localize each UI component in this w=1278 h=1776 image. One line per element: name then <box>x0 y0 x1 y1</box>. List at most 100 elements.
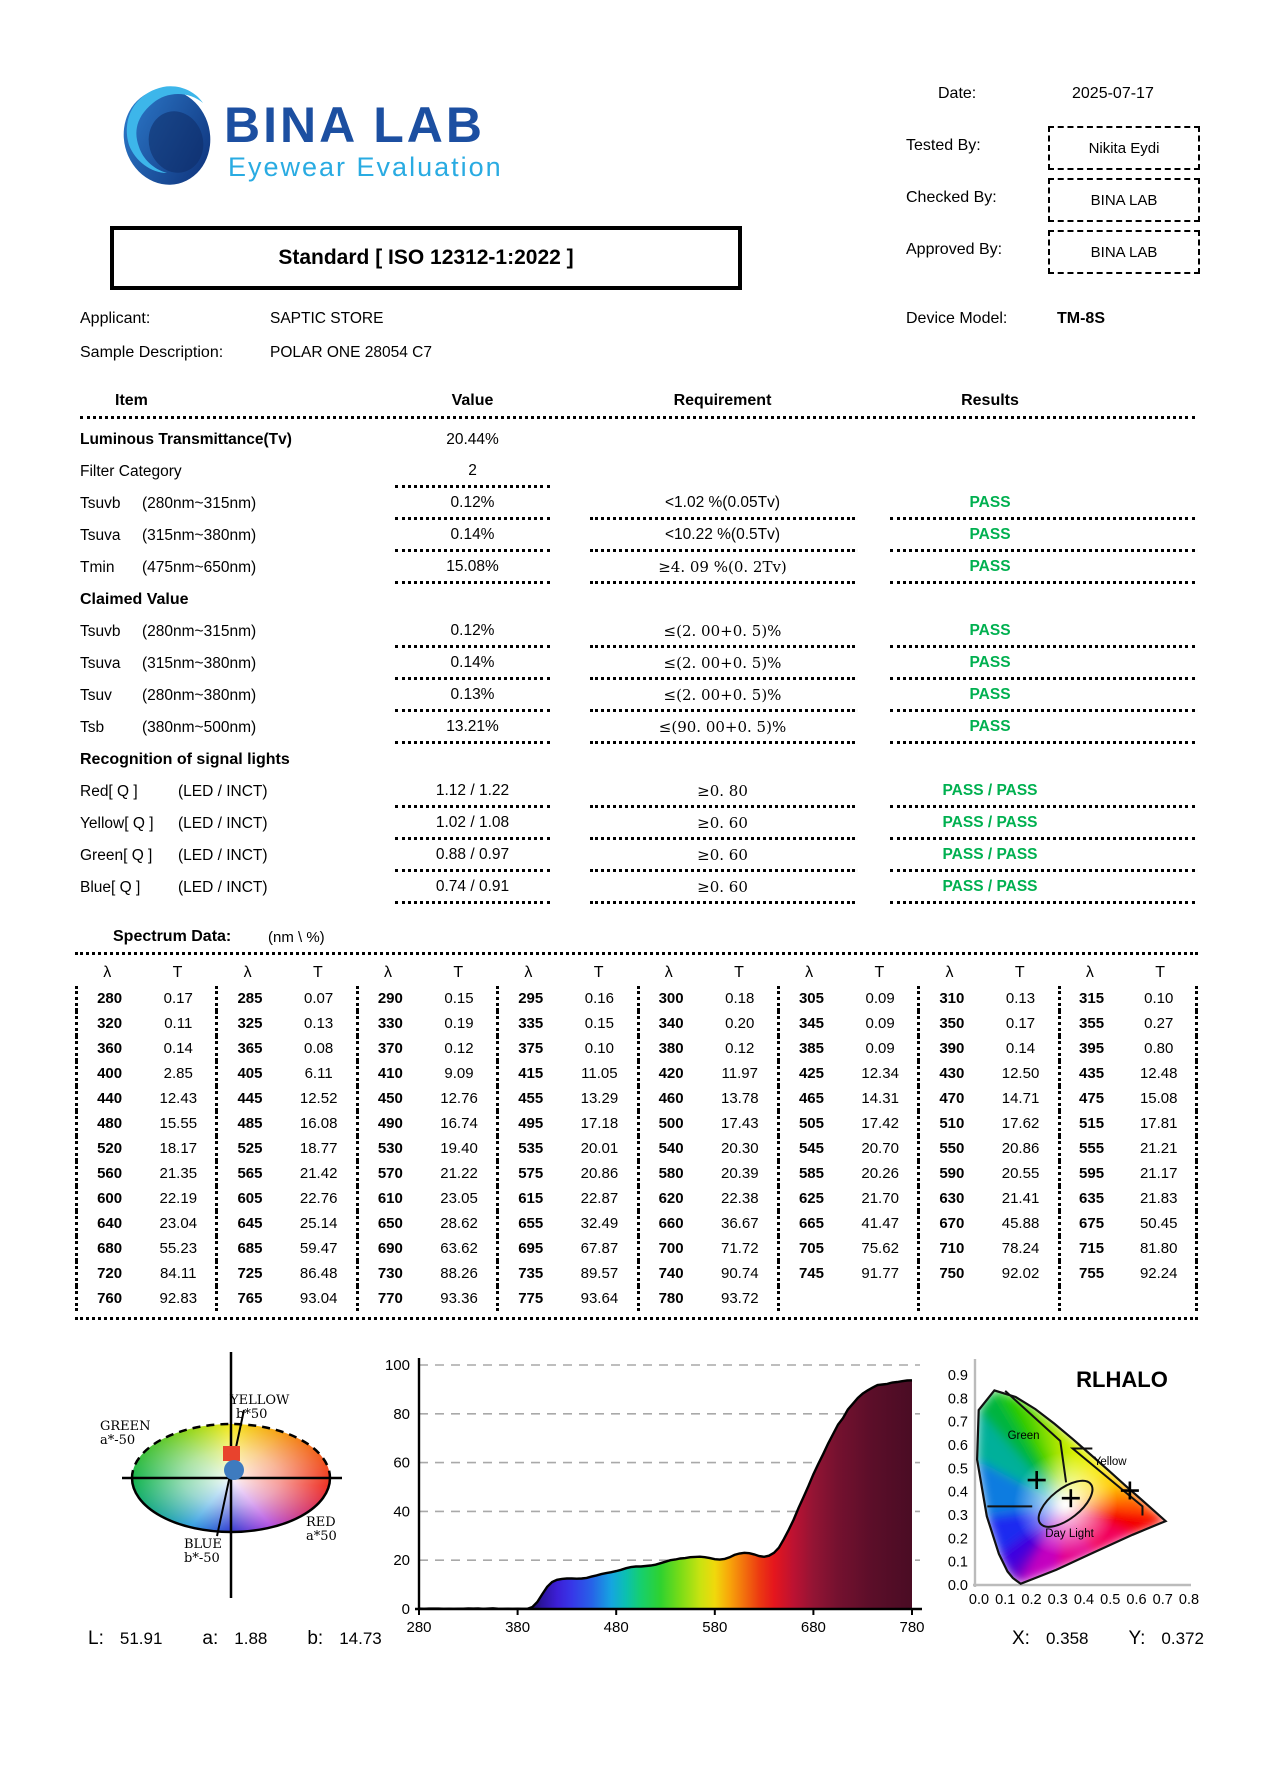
y-axis-tick: 0 <box>402 1601 410 1618</box>
spectrum-pair: 350 0.17 <box>917 1011 1057 1036</box>
spectrum-pair: 600 22.19 <box>75 1186 215 1211</box>
spectrum-pair: 290 0.15 <box>355 986 496 1011</box>
spectrum-pair: 405 6.11 <box>215 1061 355 1086</box>
requirement-cell: <10.22 %(0.5Tv) <box>590 520 855 552</box>
spectrum-pair: 550 20.86 <box>917 1136 1057 1161</box>
spectrum-pair: 525 18.77 <box>215 1136 355 1161</box>
cie-x-tick: 0.0 <box>969 1592 989 1608</box>
spectrum-pair: 605 22.76 <box>215 1186 355 1211</box>
spectrum-pair: 535 20.01 <box>496 1136 636 1161</box>
spectrum-pair: 475 15.08 <box>1057 1086 1198 1111</box>
date-label: Date: <box>938 85 977 102</box>
spectrum-data-units: (nm \ %) <box>268 929 325 946</box>
spectrum-pair: 530 19.40 <box>355 1136 496 1161</box>
table-row: Tsuva (315nm~380nm) 0.14% <10.22 %(0.5Tv) PA… <box>80 520 1195 552</box>
value-cell: 0.14% <box>395 648 550 680</box>
spectrum-pair: 375 0.10 <box>496 1036 636 1061</box>
spectrum-pair: 425 12.34 <box>776 1061 917 1086</box>
y-axis-tick: 100 <box>385 1357 410 1374</box>
x-label: X: <box>1012 1628 1030 1649</box>
spectrum-pair: 700 71.72 <box>636 1236 777 1261</box>
x-axis-tick: 680 <box>801 1619 826 1636</box>
cielab-axes-overlay <box>122 1352 342 1598</box>
cie-x-tick: 0.5 <box>1100 1592 1120 1608</box>
item-cell: Tsuva (315nm~380nm) <box>80 527 257 544</box>
spectrum-pair: 415 11.05 <box>496 1061 636 1086</box>
spectrum-pair: 445 12.52 <box>215 1086 355 1111</box>
table-row: Tsuvb (280nm~315nm) 0.12% <1.02 %(0.05Tv) PA… <box>80 488 1195 520</box>
item-cell: Tmin (475nm~650nm) <box>80 559 257 576</box>
result-cell: PASS <box>890 712 1195 744</box>
spectrum-pair: 635 21.83 <box>1057 1186 1198 1211</box>
table-row: Tmin (475nm~650nm) 15.08% ≥4. 09 %(0. 2Tv) P… <box>80 552 1195 584</box>
table-row: Tsuvb (280nm~315nm) 0.12% ≤(2. 00+0. 5)% PAS… <box>80 616 1195 648</box>
spectrum-data-row: 520 18.17 525 18.77 530 19.40 535 20.01 540 20.30… <box>75 1136 1198 1161</box>
spectrum-data-row: 640 23.04 645 25.14 650 28.62 655 32.49 660 36.67… <box>75 1211 1198 1236</box>
table-row: Tsuva (315nm~380nm) 0.14% ≤(2. 00+0. 5)% PAS… <box>80 648 1195 680</box>
spectrum-pair: 365 0.08 <box>215 1036 355 1061</box>
green-axis-label: GREEN a*-50 <box>100 1419 151 1448</box>
spectrum-table: λ T λ T λ T λ T λ T λ T λ T λ T 280 0.17 285 0.07 290 0.15 295… <box>75 952 1198 1320</box>
cie-y-tick: 0.7 <box>948 1415 968 1431</box>
spectrum-pair: 335 0.15 <box>496 1011 636 1036</box>
tested-by-box: Nikita Eydi <box>1048 126 1200 170</box>
requirement-cell: <1.02 %(0.05Tv) <box>590 488 855 520</box>
spectrum-pair: 545 20.70 <box>776 1136 917 1161</box>
L-value: 51.91 <box>119 1629 163 1648</box>
spectrum-data-row: 440 12.43 445 12.52 450 12.76 455 13.29 460 13.78… <box>75 1086 1198 1111</box>
table-row: Green[ Q ] (LED / INCT) 0.88 / 0.97 ≥0. 60 P… <box>80 840 1195 872</box>
value-cell: 13.21% <box>395 712 550 744</box>
spectrum-pair: 315 0.10 <box>1057 986 1198 1011</box>
binalab-logo-icon <box>118 82 214 188</box>
requirement-cell: ≥0. 60 <box>590 872 855 904</box>
col-header-requirement: Requirement <box>673 392 772 409</box>
spectrum-pair: 515 17.81 <box>1057 1111 1198 1136</box>
spectrum-pair: 500 17.43 <box>636 1111 777 1136</box>
green-region-label: Green <box>1008 1430 1040 1442</box>
spectrum-pair: 750 92.02 <box>917 1261 1057 1286</box>
b-value: 14.73 <box>339 1629 382 1648</box>
spectrum-pair: 615 22.87 <box>496 1186 636 1211</box>
item-cell: Tsuva (315nm~380nm) <box>80 655 257 672</box>
spectrum-pair: 305 0.09 <box>776 986 917 1011</box>
result-cell: PASS <box>890 488 1195 520</box>
y-value: 0.372 <box>1161 1629 1204 1648</box>
value-cell: 0.13% <box>395 680 550 712</box>
a-value: 1.88 <box>234 1629 268 1648</box>
header-divider <box>80 416 1195 419</box>
logo-title: BINA LAB <box>224 97 486 153</box>
table-row: Yellow[ Q ] (LED / INCT) 1.02 / 1.08 ≥0. 60… <box>80 808 1195 840</box>
y-label: Y: <box>1128 1628 1146 1649</box>
spectrum-data-row: 680 55.23 685 59.47 690 63.62 695 67.87 700 71.72… <box>75 1236 1198 1261</box>
table-row: Tsb (380nm~500nm) 13.21% ≤(90. 00+0. 5)% PAS… <box>80 712 1195 744</box>
cie-title: RLHALO <box>1076 1367 1168 1392</box>
spectrum-pair: 770 93.36 <box>355 1286 496 1311</box>
col-header-results: Results <box>961 392 1019 409</box>
value-cell: 0.12% <box>395 488 550 520</box>
spectrum-pair: 660 36.67 <box>636 1211 777 1236</box>
x-axis-tick: 280 <box>406 1619 431 1636</box>
red-axis-label: RED a*50 <box>306 1515 337 1544</box>
spectrum-pair <box>1057 1286 1198 1311</box>
cie-y-tick: 0.3 <box>948 1508 968 1524</box>
spectrum-data-row: 400 2.85 405 6.11 410 9.09 415 11.05 420 11.97 425… <box>75 1061 1198 1086</box>
item-cell: Blue[ Q ] (LED / INCT) <box>80 879 268 896</box>
table-row: Red[ Q ] (LED / INCT) 1.12 / 1.22 ≥0. 80 PAS… <box>80 776 1195 808</box>
spectrum-pair: 625 21.70 <box>776 1186 917 1211</box>
y-axis-tick: 80 <box>393 1406 410 1423</box>
cie-y-tick: 0.6 <box>948 1438 968 1454</box>
spectrum-pair: 440 12.43 <box>75 1086 215 1111</box>
spectrum-pair: 555 21.21 <box>1057 1136 1198 1161</box>
spectrum-pair: 630 21.41 <box>917 1186 1057 1211</box>
x-axis-tick: 580 <box>702 1619 727 1636</box>
spectrum-pair: 570 21.22 <box>355 1161 496 1186</box>
spectrum-pair: 730 88.26 <box>355 1261 496 1286</box>
spectrum-pair: 465 14.31 <box>776 1086 917 1111</box>
spectrum-pair: 495 17.18 <box>496 1111 636 1136</box>
result-cell: PASS / PASS <box>890 776 1195 808</box>
result-cell: PASS / PASS <box>890 808 1195 840</box>
